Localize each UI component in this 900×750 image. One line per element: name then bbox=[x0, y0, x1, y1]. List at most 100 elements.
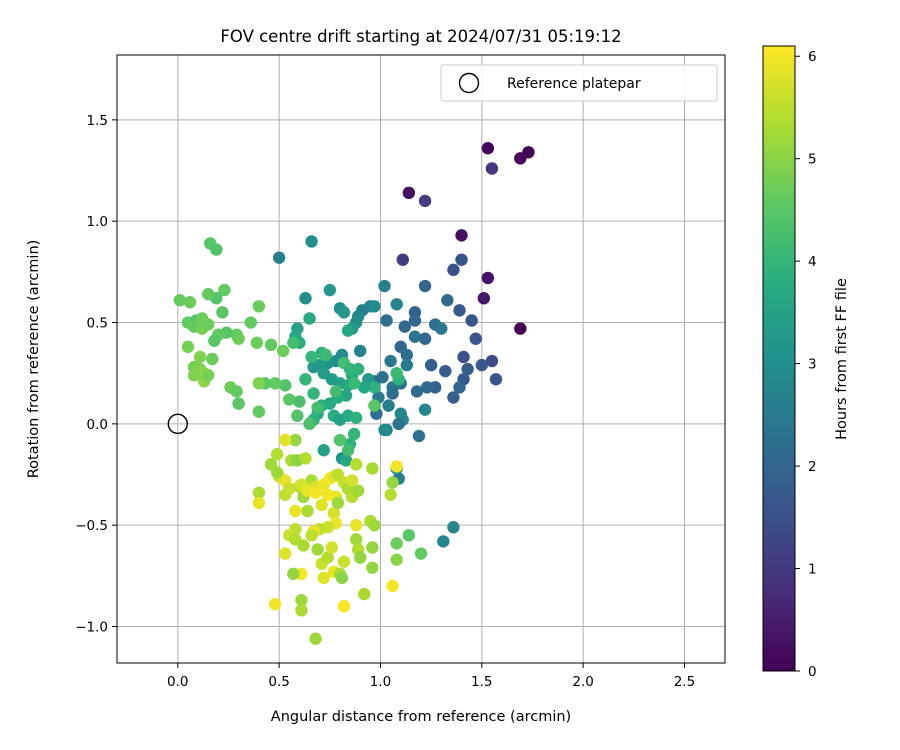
data-point bbox=[333, 433, 347, 447]
data-point bbox=[307, 387, 320, 400]
data-point bbox=[514, 322, 527, 335]
grid-lines bbox=[117, 55, 725, 663]
colorbar-label: Hours from first FF file bbox=[834, 278, 850, 440]
data-point bbox=[349, 533, 363, 546]
legend: Reference platepar bbox=[440, 64, 718, 102]
data-point bbox=[299, 452, 312, 465]
data-point bbox=[481, 142, 495, 155]
data-point bbox=[331, 496, 345, 510]
data-point bbox=[252, 300, 266, 313]
data-point bbox=[386, 387, 399, 400]
data-point bbox=[289, 433, 302, 447]
data-point bbox=[390, 460, 403, 473]
data-point bbox=[465, 314, 478, 327]
colorbar-gradient bbox=[762, 45, 796, 672]
data-point bbox=[347, 377, 361, 390]
data-point bbox=[461, 362, 474, 376]
data-point bbox=[414, 547, 428, 560]
data-point bbox=[321, 551, 334, 564]
x-tick-label: 1.5 bbox=[471, 674, 492, 690]
data-point bbox=[514, 152, 527, 165]
data-point bbox=[307, 360, 320, 374]
data-point bbox=[297, 539, 310, 552]
data-point bbox=[252, 496, 266, 510]
data-point bbox=[366, 541, 379, 554]
data-point bbox=[210, 243, 223, 256]
data-point bbox=[447, 521, 460, 534]
x-axis-label: Angular distance from reference (arcmin) bbox=[271, 709, 571, 725]
y-axis-ticks: −1.0 −0.5 0.0 0.5 1.0 1.5 bbox=[75, 113, 117, 636]
data-point bbox=[309, 486, 322, 499]
data-point bbox=[453, 304, 466, 317]
y-tick-label: 1.5 bbox=[87, 113, 108, 129]
colorbar-tick-label: 3 bbox=[808, 357, 817, 373]
data-point bbox=[420, 381, 434, 394]
data-point bbox=[341, 444, 355, 457]
data-point bbox=[481, 271, 495, 285]
data-point bbox=[270, 466, 284, 479]
data-point bbox=[321, 488, 334, 501]
data-point bbox=[439, 364, 452, 378]
data-point bbox=[327, 506, 341, 520]
data-point bbox=[264, 338, 278, 352]
data-point bbox=[325, 541, 339, 554]
data-point bbox=[299, 373, 312, 386]
data-point bbox=[390, 298, 403, 311]
data-point bbox=[337, 555, 351, 568]
data-point bbox=[317, 571, 330, 585]
data-point bbox=[268, 377, 282, 390]
data-points bbox=[173, 142, 535, 645]
data-point bbox=[303, 417, 316, 431]
data-point bbox=[378, 423, 391, 437]
colorbar-ticks: 0 1 2 3 4 5 6 bbox=[795, 49, 817, 680]
legend-entry-reference: Reference platepar bbox=[507, 76, 641, 92]
data-point bbox=[293, 395, 306, 408]
data-point bbox=[270, 448, 284, 461]
data-point bbox=[323, 283, 336, 297]
data-point bbox=[173, 294, 187, 307]
data-point bbox=[311, 401, 324, 414]
data-point bbox=[349, 458, 363, 471]
plot-frame bbox=[116, 54, 726, 664]
data-point bbox=[244, 316, 257, 329]
colorbar-tick-label: 2 bbox=[808, 459, 817, 475]
data-point bbox=[412, 429, 426, 443]
data-point bbox=[305, 529, 318, 542]
y-tick-label: 0.0 bbox=[87, 417, 108, 433]
data-point bbox=[287, 336, 300, 349]
chart-title: FOV centre drift starting at 2024/07/31 … bbox=[220, 27, 621, 46]
data-point bbox=[457, 350, 470, 364]
data-point bbox=[485, 162, 499, 175]
data-point bbox=[384, 488, 397, 501]
data-point bbox=[447, 263, 460, 277]
data-point bbox=[410, 385, 424, 398]
data-point bbox=[358, 381, 371, 394]
data-point bbox=[252, 377, 266, 390]
data-point bbox=[453, 381, 466, 394]
x-tick-label: 0.5 bbox=[268, 674, 289, 690]
data-point bbox=[366, 561, 379, 574]
data-point bbox=[400, 348, 414, 362]
data-point bbox=[183, 296, 197, 309]
legend-marker-icon bbox=[458, 72, 480, 94]
data-point bbox=[358, 587, 371, 601]
data-point bbox=[216, 306, 229, 319]
data-point bbox=[441, 294, 454, 307]
data-point bbox=[335, 571, 349, 585]
data-point bbox=[485, 354, 499, 368]
data-point bbox=[408, 330, 422, 343]
data-point bbox=[418, 332, 432, 345]
data-point bbox=[268, 598, 282, 611]
data-point bbox=[279, 547, 292, 560]
data-point bbox=[337, 306, 351, 319]
data-point bbox=[424, 358, 438, 372]
data-point bbox=[311, 543, 324, 556]
data-point bbox=[305, 350, 318, 364]
data-point bbox=[396, 253, 409, 266]
colorbar: 0 1 2 3 4 5 6 Hours from first FF file bbox=[762, 45, 850, 680]
data-point bbox=[345, 474, 359, 487]
y-tick-label: −0.5 bbox=[75, 518, 108, 534]
data-point bbox=[418, 279, 432, 293]
data-point bbox=[232, 397, 245, 410]
